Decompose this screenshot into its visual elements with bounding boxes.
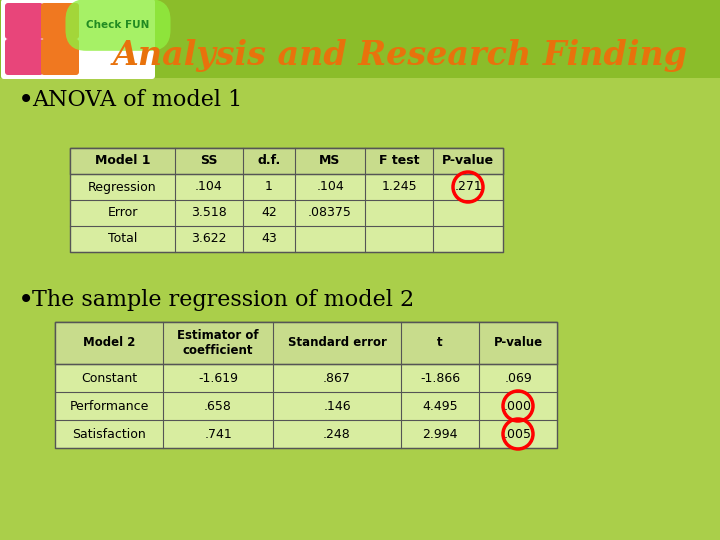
Text: Check FUN: Check FUN [86,20,150,30]
Text: •: • [18,286,35,314]
FancyBboxPatch shape [55,322,557,364]
Text: 3.518: 3.518 [191,206,227,219]
Text: -1.619: -1.619 [198,372,238,384]
FancyBboxPatch shape [55,322,557,448]
Text: Model 1: Model 1 [95,154,150,167]
Text: 3.622: 3.622 [192,233,227,246]
Text: The sample regression of model 2: The sample regression of model 2 [32,289,414,311]
Text: 2.994: 2.994 [422,428,458,441]
Text: 43: 43 [261,233,277,246]
Text: .005: .005 [504,428,532,441]
Text: .248: .248 [323,428,351,441]
Text: t: t [437,336,443,349]
FancyBboxPatch shape [5,39,43,75]
Text: .104: .104 [316,180,344,193]
Text: Satisfaction: Satisfaction [72,428,146,441]
Text: Performance: Performance [69,400,149,413]
Text: Total: Total [108,233,138,246]
Text: 4.495: 4.495 [422,400,458,413]
Text: Analysis and Research Finding: Analysis and Research Finding [112,38,688,71]
Text: d.f.: d.f. [257,154,281,167]
Text: -1.866: -1.866 [420,372,460,384]
FancyBboxPatch shape [1,0,155,79]
Text: 1: 1 [265,180,273,193]
Text: Estimator of
coefficient: Estimator of coefficient [177,329,258,357]
FancyBboxPatch shape [41,3,79,39]
Text: 1.245: 1.245 [381,180,417,193]
Text: .741: .741 [204,428,232,441]
Text: ANOVA of model 1: ANOVA of model 1 [32,89,242,111]
FancyBboxPatch shape [70,148,503,174]
Text: .069: .069 [504,372,532,384]
FancyBboxPatch shape [70,148,503,252]
Text: Standard error: Standard error [287,336,387,349]
Text: P-value: P-value [493,336,543,349]
Text: .867: .867 [323,372,351,384]
Text: SS: SS [200,154,217,167]
Text: .104: .104 [195,180,223,193]
Text: .08375: .08375 [308,206,352,219]
Text: Model 2: Model 2 [83,336,135,349]
FancyBboxPatch shape [41,39,79,75]
Text: F test: F test [379,154,419,167]
Text: •: • [18,86,35,114]
FancyBboxPatch shape [5,3,43,39]
Text: MS: MS [319,154,341,167]
Text: P-value: P-value [442,154,494,167]
Text: .000: .000 [504,400,532,413]
Text: .271: .271 [454,180,482,193]
FancyBboxPatch shape [0,78,720,540]
Text: .658: .658 [204,400,232,413]
Text: Regression: Regression [88,180,157,193]
Text: 42: 42 [261,206,277,219]
Text: Error: Error [107,206,138,219]
Text: Constant: Constant [81,372,137,384]
Text: .146: .146 [323,400,351,413]
